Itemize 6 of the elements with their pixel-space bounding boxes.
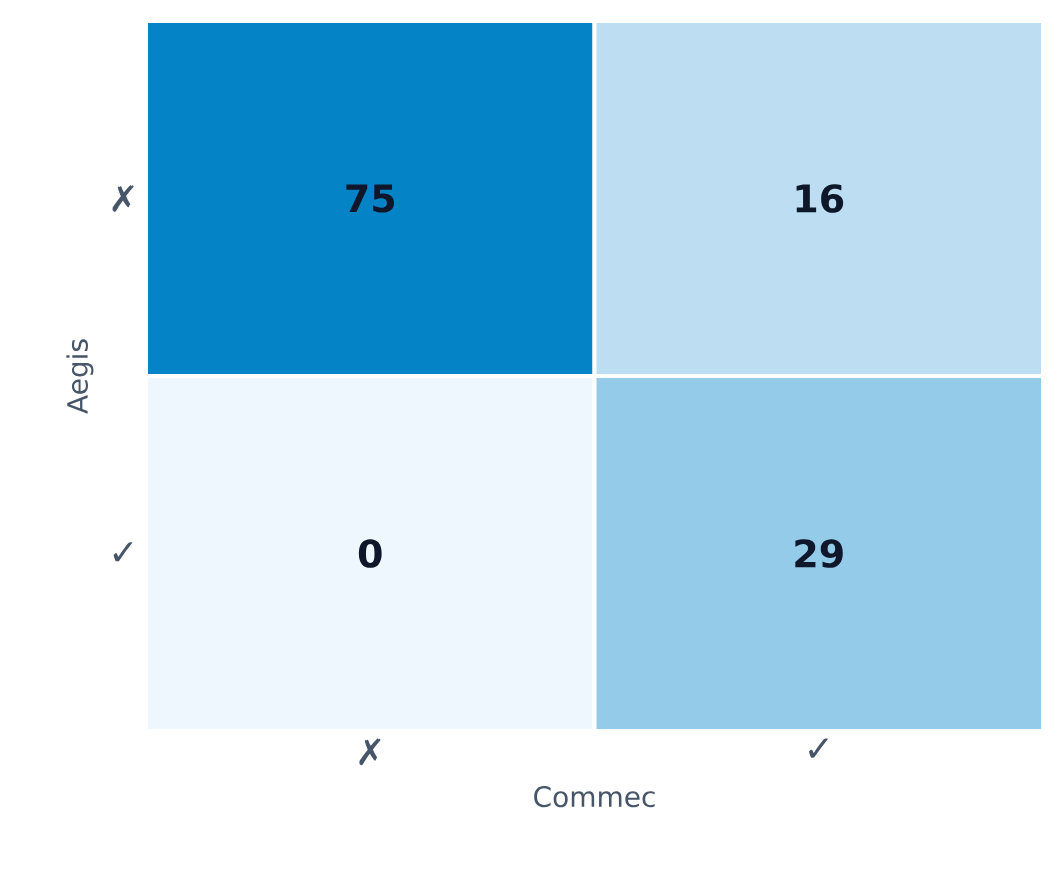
data-label: 29 <box>795 539 843 568</box>
x-axis-title: Commec <box>534 786 655 808</box>
data-label: 16 <box>796 184 844 213</box>
data-label: 75 <box>346 184 395 213</box>
y-axis-title: Aegis <box>66 339 94 414</box>
data-label: 0 <box>358 539 382 568</box>
